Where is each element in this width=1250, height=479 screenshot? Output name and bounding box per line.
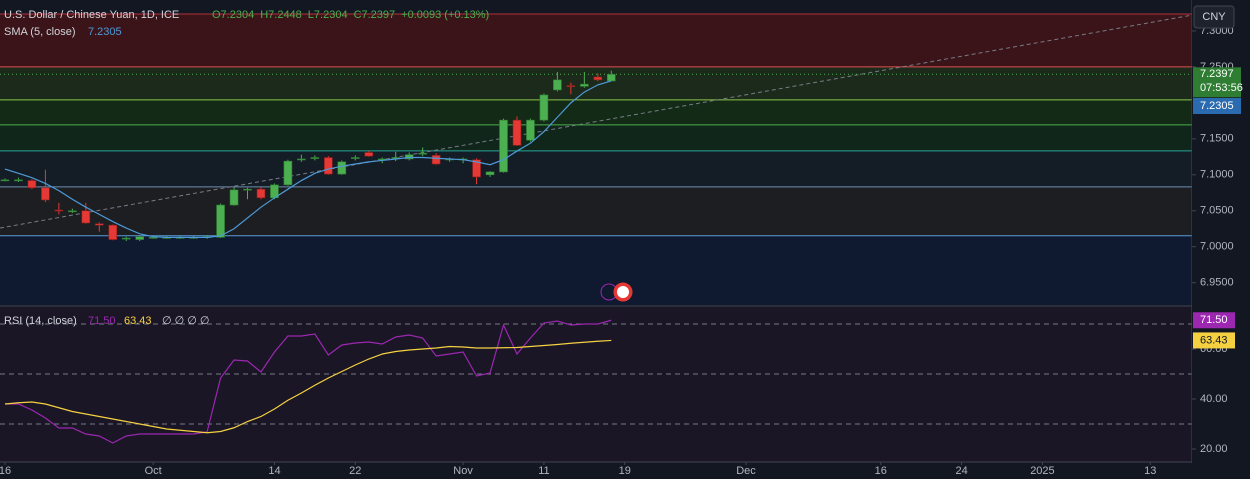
candle-body (364, 152, 374, 157)
x-tick-label: 11 (538, 465, 549, 477)
candle-body (485, 171, 495, 176)
candle-body (431, 155, 441, 165)
candle-body (472, 159, 481, 178)
sma-tag (1193, 98, 1241, 114)
candle-body (566, 85, 576, 87)
candle-body (54, 209, 64, 212)
rsi-panel (0, 307, 1192, 462)
candle-body (27, 180, 37, 189)
y-tick-label: 7.0500 (1200, 205, 1234, 217)
candle-body (108, 224, 118, 240)
header-value: C7.2397 (354, 9, 396, 21)
y-tick-label: 7.0000 (1200, 241, 1234, 253)
candle-body (606, 74, 616, 82)
candle-body (350, 157, 360, 159)
sma-line (4, 80, 612, 238)
x-tick-label: 16 (0, 465, 11, 477)
rsi-title: RSI (14, close) (4, 315, 77, 327)
flag-icon-inner (617, 286, 629, 298)
x-tick-label: 19 (619, 465, 631, 477)
last-price-label: 7.2397 (1200, 68, 1234, 80)
zone (0, 66, 1192, 100)
candle-body (539, 94, 549, 121)
x-tick-label: Nov (453, 465, 473, 477)
y-tick-label: 7.1500 (1200, 133, 1234, 145)
candle-body (324, 157, 333, 175)
candle-body (310, 157, 320, 159)
zone (0, 186, 1192, 236)
last-price-tag (1193, 67, 1241, 98)
candle-body (526, 119, 535, 141)
x-tick-label: 22 (349, 465, 361, 477)
value-tag-label: 63.43 (1200, 334, 1228, 346)
y-tick-label: 7.3000 (1200, 25, 1234, 37)
y-tick-label: 7.1000 (1200, 169, 1234, 181)
y-tick-label: 40.00 (1200, 393, 1228, 405)
candle-body (283, 160, 293, 186)
header-value: +0.0093 (+0.13%) (401, 9, 489, 21)
candle-body (243, 188, 252, 191)
y-tick-label: 6.9500 (1200, 277, 1234, 289)
candle-body (418, 152, 427, 155)
countdown: 07:53:56 (1200, 82, 1243, 94)
candle-body (216, 204, 225, 238)
x-tick-label: 2025 (1030, 465, 1054, 477)
zone (0, 150, 1192, 187)
x-tick-label: 16 (875, 465, 887, 477)
value-tag-label: 71.50 (1200, 314, 1228, 326)
candle-body (337, 161, 347, 175)
candle-body (580, 83, 589, 87)
candle-body (121, 237, 131, 240)
candle-body (68, 210, 77, 213)
rsi-line (4, 339, 612, 434)
header-value: H7.2448 (260, 9, 302, 21)
currency[interactable]: CNY (1202, 11, 1226, 23)
x-tick-label: Oct (145, 465, 162, 477)
rsi-line (4, 319, 612, 444)
y-tick-label: 20.00 (1200, 443, 1228, 455)
x-tick-label: 13 (1144, 465, 1156, 477)
candle-body (14, 179, 23, 182)
candle-body (404, 154, 414, 160)
candle-body (148, 237, 158, 239)
indicator-name: SMA (5, close) (4, 26, 76, 38)
time-axis (0, 463, 1192, 479)
x-tick-label: 24 (955, 465, 967, 477)
zone (0, 235, 1192, 305)
currency-button[interactable] (1193, 5, 1235, 29)
candle-body (135, 236, 145, 240)
indicator-value: 7.2305 (88, 26, 122, 38)
header-value: L7.2304 (308, 9, 348, 21)
x-tick-label: 14 (268, 465, 280, 477)
candle-body (81, 210, 91, 224)
value-tag (1193, 332, 1235, 349)
rsi-extra: ∅ ∅ ∅ ∅ (162, 315, 210, 327)
candle-body (593, 76, 603, 81)
chart-title: U.S. Dollar / Chinese Yuan, 1D, ICE (4, 9, 179, 21)
header-value: O7.2304 (212, 9, 254, 21)
x-tick-label: Dec (736, 465, 756, 477)
sma-label: 7.2305 (1200, 100, 1234, 112)
candle-body (512, 119, 522, 146)
candle-body (553, 79, 562, 91)
zone (0, 124, 1192, 151)
value-tag (1193, 312, 1235, 329)
candle-body (0, 179, 10, 182)
candle-body (297, 158, 306, 161)
candle-body (94, 223, 104, 226)
candle-body (41, 187, 50, 201)
candle-body (499, 119, 508, 173)
candle-body (229, 189, 239, 206)
trendline (0, 14, 1193, 229)
zone (0, 99, 1192, 125)
zone (0, 13, 1192, 67)
rsi-value: 71.50 (88, 315, 116, 327)
rsi-ma-value: 63.43 (124, 315, 152, 327)
candle-body (256, 188, 266, 199)
